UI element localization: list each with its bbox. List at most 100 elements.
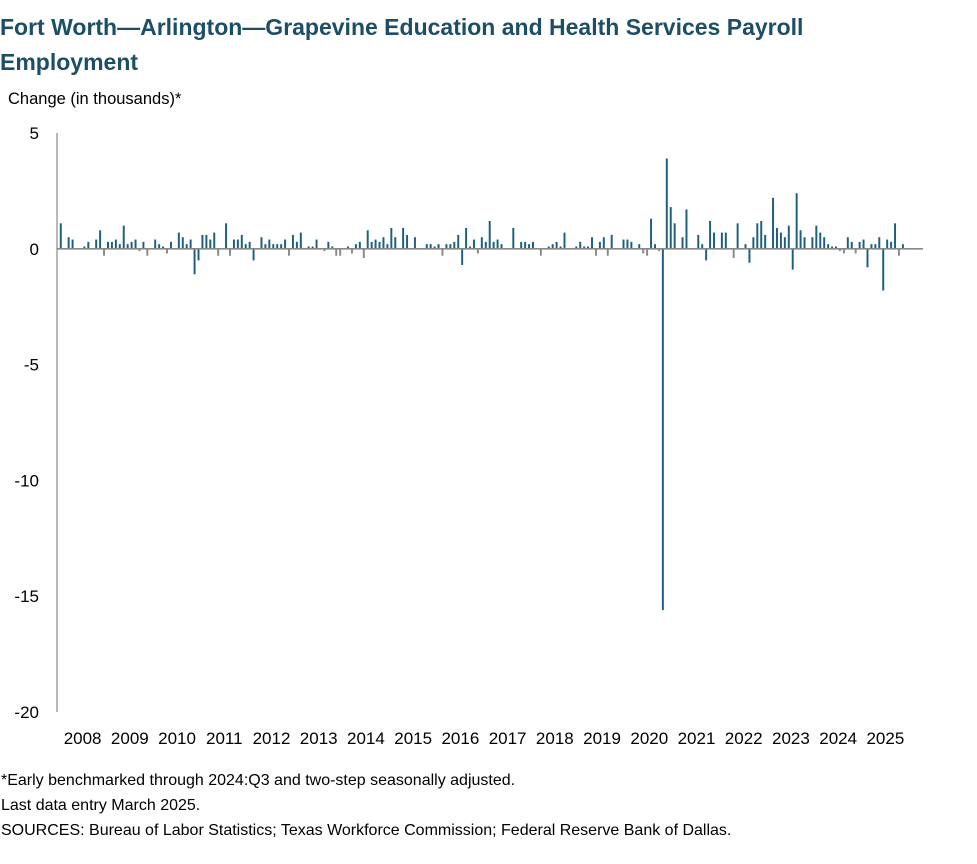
bar	[610, 234, 613, 249]
bar	[134, 239, 137, 249]
bar	[772, 197, 775, 249]
bar	[382, 237, 385, 249]
x-tick-label: 2021	[678, 729, 716, 748]
bar	[445, 244, 448, 249]
bar	[370, 241, 373, 249]
y-tick-labels: 5 0 -5 -10 -15 -20	[14, 124, 39, 722]
bar	[500, 244, 503, 249]
chart-title: Fort Worth—Arlington—Grapevine Education…	[0, 14, 804, 75]
bar	[787, 225, 790, 249]
bar	[402, 227, 405, 249]
bar	[713, 232, 715, 249]
y-tick-label: -5	[24, 356, 39, 375]
bar	[650, 218, 653, 249]
bar	[425, 244, 428, 249]
bar	[162, 246, 165, 249]
bar	[307, 246, 310, 249]
bar	[232, 239, 235, 249]
bar	[429, 244, 432, 249]
bar	[354, 244, 357, 249]
bar	[795, 193, 798, 249]
bar	[236, 239, 239, 249]
bar	[327, 241, 330, 249]
x-tick-label: 2012	[253, 729, 291, 748]
bar	[528, 244, 531, 249]
bar	[252, 248, 255, 261]
y-tick-label: 0	[30, 240, 39, 259]
bar	[209, 239, 212, 249]
bar	[803, 237, 806, 249]
bar	[583, 246, 586, 249]
bar	[99, 230, 102, 249]
bar	[791, 248, 794, 270]
bar	[587, 246, 590, 249]
bar	[276, 244, 279, 249]
bar	[842, 248, 845, 254]
bar	[756, 223, 759, 249]
bar	[244, 244, 247, 249]
bar	[630, 241, 633, 249]
bar	[291, 234, 294, 249]
bar	[496, 239, 499, 249]
bar	[362, 248, 365, 259]
bar	[272, 244, 275, 249]
bar	[284, 239, 287, 249]
bar	[646, 248, 649, 256]
bar	[374, 239, 377, 249]
bar	[406, 234, 409, 249]
bar	[350, 248, 353, 254]
footnote: *Early benchmarked through 2024:Q3 and t…	[1, 772, 516, 789]
bar	[181, 237, 184, 249]
bar	[815, 225, 818, 249]
bar	[197, 248, 200, 261]
bar	[59, 223, 62, 249]
bar	[67, 237, 70, 249]
x-tick-label: 2014	[347, 729, 385, 748]
x-tick-label: 2009	[111, 729, 149, 748]
bar	[335, 248, 338, 256]
bar	[882, 248, 885, 291]
bar	[602, 237, 605, 249]
bar	[386, 244, 389, 249]
last-data-entry: Last data entry March 2025.	[1, 797, 201, 814]
bar	[217, 248, 220, 256]
bar	[177, 232, 180, 249]
bar	[437, 244, 440, 249]
bar	[413, 237, 416, 249]
y-axis-label: Change (in thousands)*	[8, 90, 182, 108]
bar	[189, 239, 192, 249]
bar	[642, 248, 645, 254]
bar	[122, 225, 125, 249]
bar	[736, 223, 739, 249]
bar	[520, 241, 523, 249]
bar	[280, 244, 283, 249]
bar	[555, 241, 558, 249]
bar	[657, 248, 660, 252]
bar	[626, 239, 629, 249]
bar	[264, 244, 267, 249]
bar	[779, 232, 782, 249]
bar	[551, 244, 554, 249]
bar	[390, 227, 393, 249]
bar	[890, 241, 893, 249]
bar	[457, 234, 460, 249]
bar	[827, 244, 830, 249]
y-tick-label: 5	[30, 124, 39, 143]
bar-series	[59, 158, 904, 611]
chart-canvas: 50-5-10-15-20 2008 2009 2010 2011 2012 2013 20…	[14, 124, 923, 748]
bar	[205, 234, 208, 249]
bar	[598, 241, 601, 249]
bar	[575, 246, 578, 249]
bar	[154, 239, 157, 249]
bar	[681, 237, 684, 249]
sources: SOURCES: Bureau of Labor Statistics; Tex…	[1, 822, 732, 839]
bar	[744, 244, 747, 249]
bar	[95, 239, 98, 249]
bar	[146, 248, 149, 256]
bar	[524, 241, 527, 249]
bar	[299, 232, 302, 249]
bar	[469, 246, 472, 249]
bar	[512, 227, 515, 249]
x-tick-label: 2019	[583, 729, 621, 748]
bar	[433, 246, 436, 249]
